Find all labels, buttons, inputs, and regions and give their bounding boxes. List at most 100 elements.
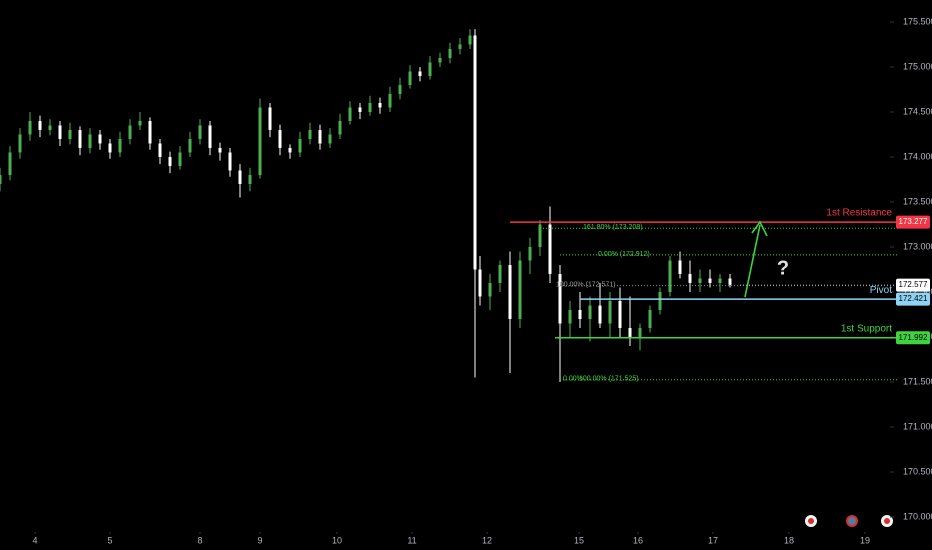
candle-body: [608, 301, 612, 324]
fib-label: 0.00%: [563, 376, 583, 383]
candle-body: [698, 278, 702, 284]
candle-body: [288, 147, 292, 153]
candle-body: [0, 174, 2, 184]
candle-body: [688, 274, 692, 284]
candle-body: [178, 152, 182, 166]
candle-body: [428, 62, 432, 76]
candle-body: [348, 107, 352, 121]
candle-body: [218, 147, 222, 153]
candle-body: [598, 305, 602, 324]
x-tick-label: 8: [197, 535, 202, 545]
candle-body: [228, 152, 232, 171]
candle-body: [138, 120, 142, 126]
y-tick-label: 175.500: [903, 16, 932, 26]
candle-body: [558, 274, 562, 324]
candle-body: [148, 120, 152, 144]
icon-dot: [808, 518, 814, 524]
price-tag-label: 171.992: [899, 333, 928, 342]
x-tick-label: 12: [482, 535, 492, 545]
candle-body: [358, 107, 362, 112]
candle-body: [668, 260, 672, 293]
price-tag-label: 172.577: [899, 280, 928, 289]
candle-body: [378, 102, 382, 108]
candle-body: [68, 129, 72, 139]
candle-body: [88, 134, 92, 148]
candle-body: [338, 120, 342, 135]
candle-body: [328, 134, 332, 144]
candle-body: [128, 125, 132, 139]
y-tick-label: 170.000: [903, 511, 932, 521]
fib-label: 161.80% (173.208): [583, 224, 643, 231]
level-name: 1st Support: [841, 323, 892, 334]
candle-body: [438, 57, 442, 63]
candle-body: [8, 152, 12, 175]
price-tag: [896, 292, 930, 306]
candle-body: [18, 134, 22, 153]
candle-body: [198, 125, 202, 139]
fib-label: 100.00% (172.571): [556, 281, 616, 288]
candle-body: [718, 278, 722, 284]
candle-body: [638, 328, 642, 338]
x-tick-label: 11: [407, 535, 416, 545]
price-tag: [896, 278, 930, 292]
y-tick-label: 173.000: [903, 241, 932, 251]
candle-body: [473, 35, 477, 270]
candle-body: [98, 134, 102, 144]
candle-body: [648, 310, 652, 329]
candle-body: [408, 71, 412, 85]
arrow: [744, 220, 768, 298]
x-tick-label: 9: [257, 535, 262, 545]
price-tag: [896, 215, 930, 229]
candle-body: [528, 246, 532, 261]
candle-body: [498, 265, 502, 284]
candle-body: [508, 265, 512, 320]
y-tick-label: 171.000: [903, 421, 932, 431]
x-tick-label: 19: [860, 535, 870, 545]
candle-body: [278, 129, 282, 148]
price-tag: [896, 331, 930, 345]
candle-body: [58, 125, 62, 139]
candle-body: [658, 292, 662, 311]
candle-body: [298, 138, 302, 153]
fib-label: 0.00% (172.912): [598, 251, 650, 258]
x-tick-label: 5: [107, 535, 112, 545]
candle-body: [388, 93, 392, 108]
toolbar-icons[interactable]: [805, 515, 893, 527]
candle-body: [38, 120, 42, 130]
candle-body: [578, 310, 582, 320]
candle-body: [458, 44, 462, 49]
fib-label: 100.00% (171.525): [579, 376, 639, 383]
candle-body: [418, 71, 422, 76]
price-tag-label: 173.277: [899, 217, 928, 226]
candle-body: [518, 260, 522, 320]
candle-body: [28, 120, 32, 135]
candle-body: [188, 138, 192, 153]
candle-body: [538, 224, 542, 247]
candle-body: [588, 305, 592, 320]
candle-body: [258, 107, 262, 175]
candle-body: [208, 125, 212, 148]
candle-body: [308, 129, 312, 139]
candle-body: [628, 328, 632, 338]
x-tick-label: 10: [332, 535, 342, 545]
candle-body: [48, 125, 52, 130]
candle-body: [108, 143, 112, 153]
y-tick-label: 173.500: [903, 196, 932, 206]
candle-body: [238, 170, 242, 184]
candle-body: [478, 269, 482, 297]
candle-body: [548, 224, 552, 275]
candle-body: [468, 35, 472, 45]
y-tick-label: 175.000: [903, 61, 932, 71]
candle-body: [248, 174, 252, 184]
candle-body: [488, 283, 492, 297]
icon-dot: [848, 517, 856, 525]
level-name: 1st Resistance: [826, 208, 892, 219]
candle-body: [168, 156, 172, 166]
candle-body: [448, 48, 452, 58]
x-tick-label: 4: [32, 535, 37, 545]
price-tag-label: 172.421: [899, 294, 928, 303]
candle-body: [158, 143, 162, 157]
candle-body: [78, 129, 82, 148]
candle-body: [678, 260, 682, 275]
